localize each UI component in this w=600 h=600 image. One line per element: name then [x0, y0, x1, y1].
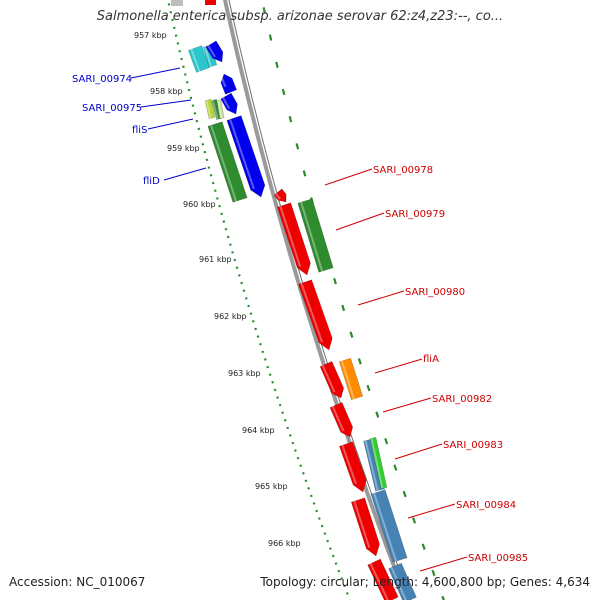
partial-red-top	[205, 0, 216, 5]
svg-text:SARI_00979: SARI_00979	[385, 209, 445, 220]
gene-green-flid	[207, 121, 248, 203]
genome-stats: Topology: circular; Length: 4,600,800 bp…	[260, 575, 590, 589]
svg-text:SARI_00978: SARI_00978	[373, 165, 433, 176]
accession-label: Accession: NC_010067	[9, 575, 146, 589]
tick-964: 964 kbp	[242, 426, 275, 435]
svg-text:fliD: fliD	[143, 176, 160, 187]
gene-red-00979	[276, 202, 311, 276]
gene-blue-3	[220, 92, 238, 115]
label-sari-00984: SARI_00984	[407, 500, 516, 519]
tick-958: 958 kbp	[150, 87, 183, 96]
gene-yellowgreen	[216, 99, 225, 119]
svg-text:SARI_00980: SARI_00980	[405, 287, 465, 298]
gene-green-00979	[297, 198, 334, 273]
gene-steel-00984	[370, 489, 408, 563]
label-sari-00982: SARI_00982	[382, 394, 492, 413]
backbone-ring	[222, 0, 409, 600]
gene-orange-flia	[338, 357, 364, 401]
tick-966: 966 kbp	[268, 539, 301, 548]
gene-lime-00983	[369, 437, 388, 489]
label-sari-00979: SARI_00979	[335, 209, 445, 231]
label-flia: fliA	[374, 354, 439, 374]
label-sari-00975: SARI_00975	[82, 99, 192, 114]
gene-blue-1	[205, 40, 224, 63]
svg-text:SARI_00983: SARI_00983	[443, 440, 503, 451]
tick-962: 962 kbp	[214, 312, 247, 321]
tick-963: 963 kbp	[228, 369, 261, 378]
tick-959: 959 kbp	[167, 144, 200, 153]
label-sari-00980: SARI_00980	[357, 287, 465, 306]
gene-red-00984	[350, 497, 380, 557]
tick-965: 965 kbp	[255, 482, 288, 491]
svg-text:SARI_00984: SARI_00984	[456, 500, 516, 511]
gene-red-flia	[319, 361, 345, 399]
tick-960: 960 kbp	[183, 200, 216, 209]
gene-olive	[204, 98, 216, 120]
gene-red-00982	[329, 402, 354, 438]
gene-cyan-a	[188, 45, 210, 73]
gene-red-00983	[339, 441, 367, 493]
svg-text:fliA: fliA	[423, 354, 439, 365]
svg-text:SARI_00985: SARI_00985	[468, 553, 528, 564]
svg-text:SARI_00974: SARI_00974	[72, 74, 132, 85]
dotted-ring-1	[166, 0, 351, 600]
gene-red-00985	[367, 558, 399, 600]
tick-961: 961 kbp	[199, 255, 232, 264]
label-sari-00983: SARI_00983	[394, 440, 503, 460]
gene-steel-00985	[388, 562, 417, 600]
label-sari-00978: SARI_00978	[324, 165, 433, 186]
svg-text:SARI_00975: SARI_00975	[82, 103, 142, 114]
label-sari-00985: SARI_00985	[419, 553, 528, 572]
label-sari-00974: SARI_00974	[72, 67, 181, 85]
gene-red-small	[273, 188, 287, 203]
partial-gene-top	[171, 0, 183, 6]
svg-text:SARI_00982: SARI_00982	[432, 394, 492, 405]
map-title: Salmonella enterica subsp. arizonae sero…	[96, 9, 504, 24]
gene-green-small	[211, 99, 222, 120]
svg-text:fliS: fliS	[132, 125, 147, 136]
tick-957: 957 kbp	[134, 31, 167, 40]
label-flid: fliD	[143, 167, 207, 187]
gene-blue-flid	[226, 115, 266, 198]
label-flis: fliS	[132, 118, 194, 136]
gene-red-00980	[298, 279, 333, 351]
gene-blue-2	[219, 73, 237, 95]
